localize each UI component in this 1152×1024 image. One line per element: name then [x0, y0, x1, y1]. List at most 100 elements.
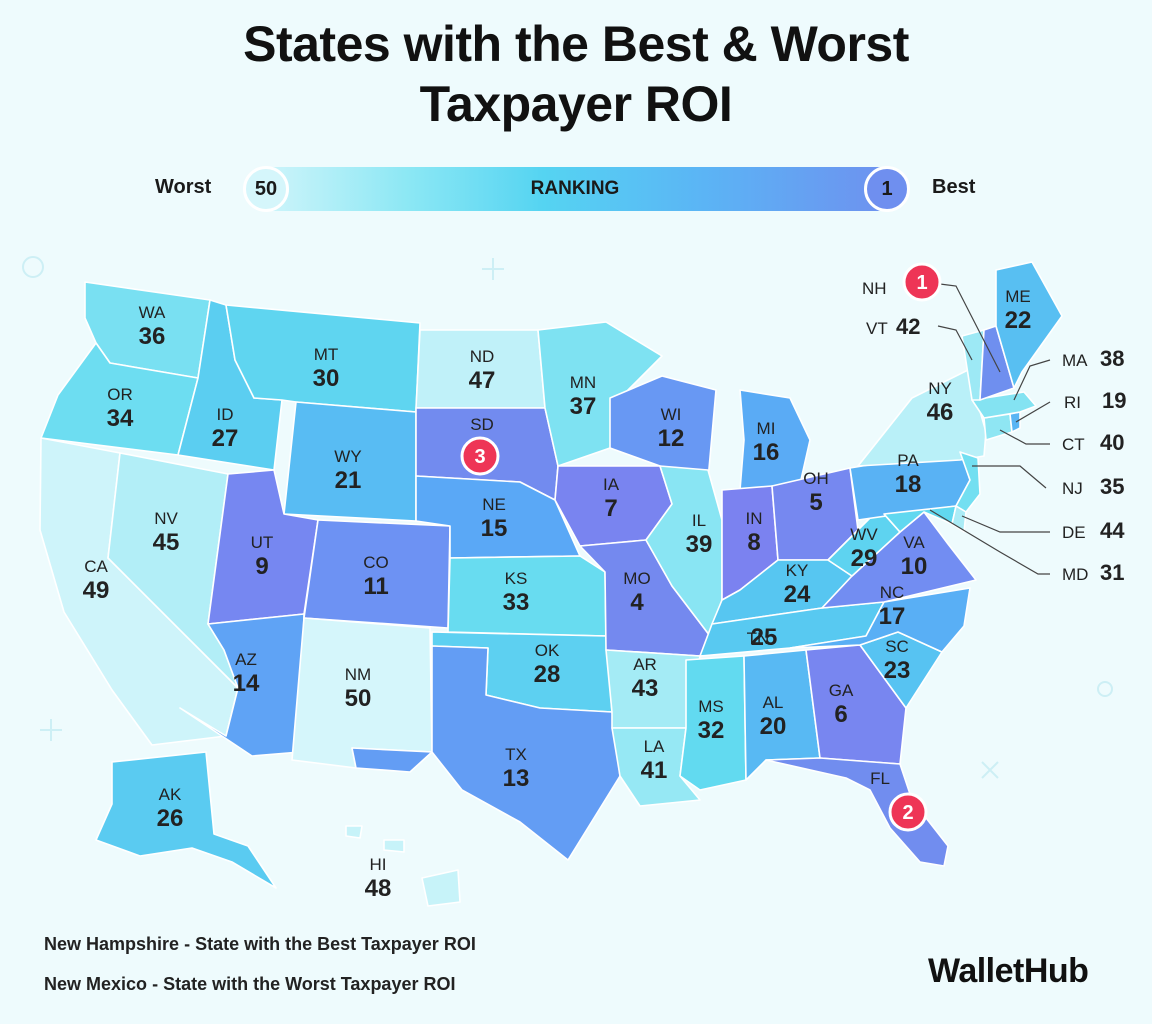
state-shape-fl [765, 757, 949, 867]
decor-plus [40, 719, 62, 741]
state-rank-me: 22 [1005, 307, 1032, 334]
state-rank-ks: 33 [503, 589, 530, 616]
state-shape-hi-3 [383, 839, 405, 853]
state-rank-il: 39 [686, 531, 713, 558]
state-label-mo: MO [623, 569, 650, 588]
rank-badge-number-nh: 1 [916, 272, 927, 294]
footnote-worst-state: New Mexico [44, 974, 148, 994]
state-label-ny: NY [928, 379, 952, 398]
state-shape-ny [857, 369, 987, 467]
wallethub-logo: WalletHub [928, 952, 1089, 990]
state-label-pa: PA [897, 451, 919, 470]
callout-rank-ri: 19 [1102, 388, 1126, 413]
state-rank-wy: 21 [335, 467, 362, 494]
state-rank-ny: 46 [927, 399, 954, 426]
footnote-worst-text: State with the Worst Taxpayer ROI [163, 974, 456, 994]
state-labels: WA36OR34CA49NV45ID27MT30WY21UT9AZ14CO11N… [83, 287, 1032, 902]
state-label-ok: OK [535, 641, 560, 660]
state-rank-ar: 43 [632, 675, 659, 702]
state-shape-nc [789, 587, 971, 653]
callout-label-nh: NH [862, 279, 887, 298]
state-rank-ky: 24 [784, 581, 811, 608]
state-label-ne: NE [482, 495, 506, 514]
state-label-nm: NM [345, 665, 371, 684]
rank-badge-number-fl: 2 [902, 802, 913, 824]
callout-label-nj: NJ [1062, 479, 1083, 498]
state-shape-hi [421, 869, 461, 907]
state-label-ks: KS [505, 569, 528, 588]
state-rank-mt: 30 [313, 365, 340, 392]
callout-label-ri: RI [1064, 393, 1081, 412]
state-shape-md [883, 505, 957, 533]
legend-worst-label: Worst [155, 176, 212, 198]
state-rank-wa: 36 [139, 323, 166, 350]
callout-rank-vt: 42 [896, 314, 920, 339]
state-rank-ok: 28 [534, 661, 561, 688]
decor-cross [981, 761, 999, 779]
leader-de [961, 515, 1050, 533]
state-label-me: ME [1005, 287, 1031, 306]
state-shape-ma [971, 391, 1037, 419]
state-label-mt: MT [314, 345, 339, 364]
leader-nh [939, 283, 1001, 373]
state-rank-id: 27 [212, 425, 239, 452]
state-label-mi: MI [757, 419, 776, 438]
state-rank-co: 11 [363, 573, 388, 600]
state-label-ky: KY [786, 561, 809, 580]
leader-ri [1015, 401, 1051, 423]
state-label-fl: FL [870, 769, 890, 788]
state-shapes [39, 261, 1063, 907]
state-rank-nv: 45 [153, 529, 180, 556]
state-rank-ak: 26 [157, 805, 184, 832]
rank-badge-nh [902, 262, 942, 302]
state-label-hi: HI [370, 855, 387, 874]
state-label-oh: OH [803, 469, 829, 488]
footnote-best-text: State with the Best Taxpayer ROI [195, 934, 476, 954]
state-label-la: LA [644, 737, 665, 756]
state-label-or: OR [107, 385, 133, 404]
state-label-wv: WV [850, 525, 878, 544]
state-rank-ne: 15 [481, 515, 508, 542]
state-rank-mn: 37 [570, 393, 597, 420]
state-rank-ca: 49 [83, 577, 110, 604]
state-rank-wi: 12 [658, 425, 685, 452]
legend-best-label: Best [932, 176, 976, 198]
callout-labels: NH VT 42 MA 38 RI 19 CT 40 NJ 35 DE 44 MD 31 [862, 279, 1126, 585]
decor-plus [482, 258, 504, 280]
legend-worst-value: 50 [243, 166, 289, 212]
state-label-nd: ND [470, 347, 495, 366]
state-shape-hi-2 [345, 825, 363, 839]
state-rank-tn: 25 [751, 624, 778, 651]
state-rank-tx: 13 [503, 765, 530, 792]
state-rank-nd: 47 [469, 367, 496, 394]
state-label-al: AL [763, 693, 784, 712]
rank-badge-number-sd: 3 [474, 446, 485, 468]
callout-label-ct: CT [1062, 435, 1085, 454]
state-label-wi: WI [661, 405, 682, 424]
state-rank-nm: 50 [345, 685, 372, 712]
state-label-tn: TN [747, 629, 770, 648]
footnote-best-state: New Hampshire [44, 934, 180, 954]
state-rank-az: 14 [233, 670, 260, 697]
state-rank-nc: 17 [879, 603, 906, 630]
state-label-va: VA [903, 533, 925, 552]
leader-vt [937, 325, 973, 361]
state-label-id: ID [217, 405, 234, 424]
rank-badge-fl [888, 792, 928, 832]
leader-md [929, 509, 1050, 575]
state-rank-in: 8 [747, 529, 760, 556]
footnote-separator: - [184, 934, 191, 954]
state-label-mn: MN [570, 373, 596, 392]
state-label-ca: CA [84, 557, 108, 576]
ranking-label: RANKING [530, 178, 620, 199]
state-rank-va: 10 [901, 553, 928, 580]
state-label-ut: UT [251, 533, 274, 552]
state-label-ar: AR [633, 655, 657, 674]
callout-label-ma: MA [1062, 351, 1088, 370]
rank-badge-sd [460, 436, 500, 476]
state-rank-ms: 32 [698, 717, 725, 744]
callout-rank-nj: 35 [1100, 474, 1124, 499]
callout-lines [929, 283, 1051, 575]
state-label-ms: MS [698, 697, 724, 716]
